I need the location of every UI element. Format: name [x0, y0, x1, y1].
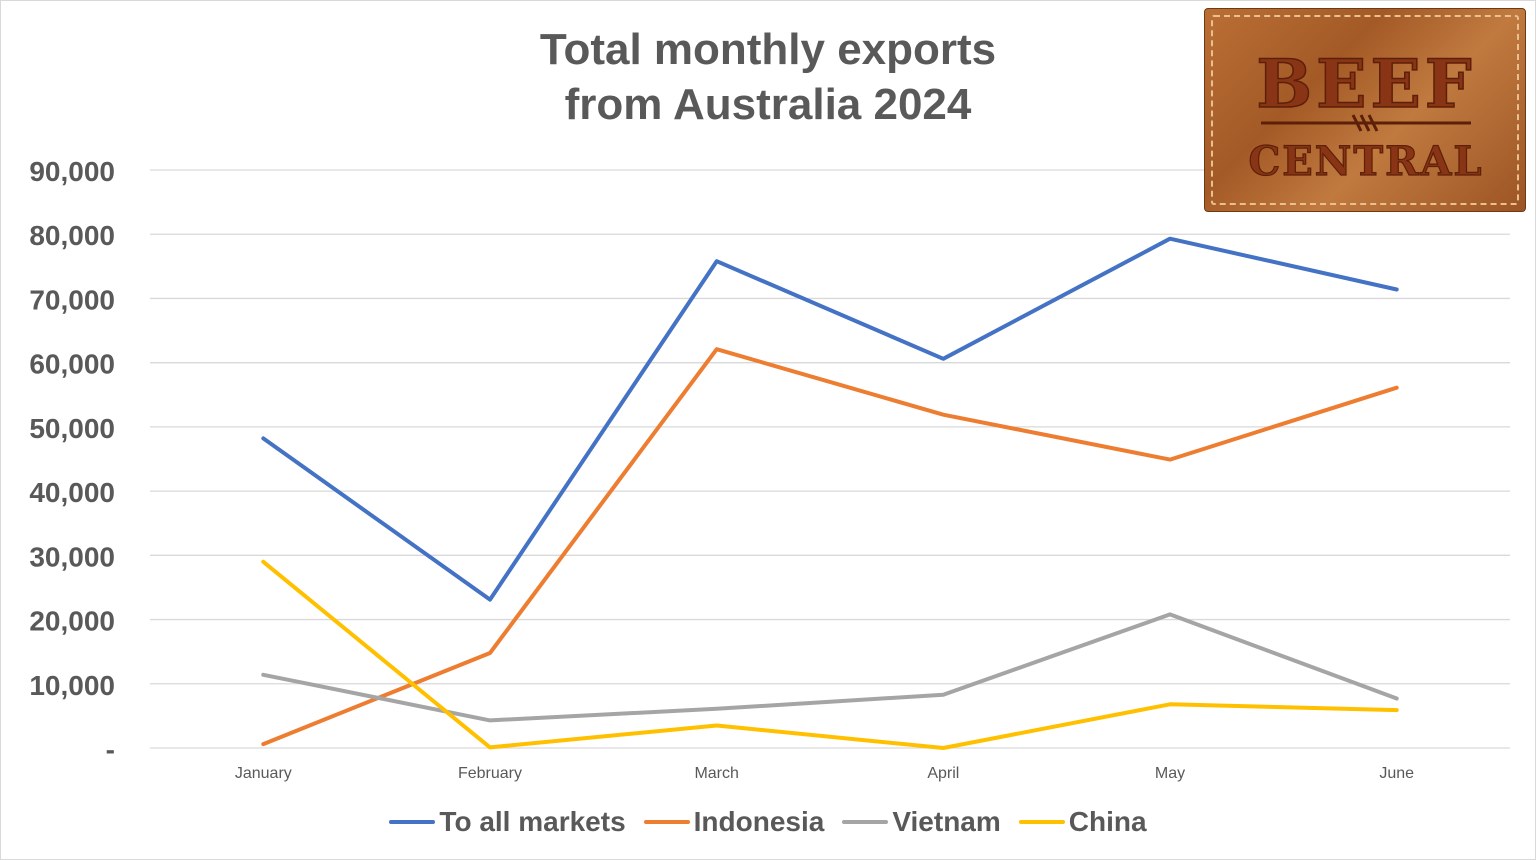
y-tick-label: 40,000: [29, 477, 115, 508]
y-tick-label: 80,000: [29, 220, 115, 251]
y-tick-label: 60,000: [29, 349, 115, 380]
chart-title-line-1: Total monthly exports: [539, 25, 997, 74]
logo-word-central: CENTRAL: [1248, 138, 1483, 185]
y-tick-label: 30,000: [29, 541, 115, 572]
y-tick-label: 90,000: [29, 156, 115, 187]
x-axis-tick-labels: January February March April May June: [235, 765, 1414, 782]
x-tick-label: February: [458, 765, 522, 782]
legend-item-to-all-markets: To all markets: [389, 806, 626, 838]
legend-label: To all markets: [439, 806, 626, 837]
series-lines: [261, 236, 1399, 750]
x-tick-label: March: [694, 765, 738, 782]
series-line-china: [261, 559, 1399, 750]
legend-item-china: China: [1018, 806, 1147, 838]
y-tick-label: 20,000: [29, 606, 115, 637]
legend-label: Indonesia: [693, 806, 825, 837]
gridlines: [150, 169, 1510, 749]
x-tick-label: June: [1379, 765, 1414, 782]
legend-swatch: [842, 820, 889, 824]
chart-title-line-2: from Australia 2024: [564, 80, 972, 129]
series-line-to-all-markets: [261, 236, 1399, 602]
chart-title: Total monthly exports from Australia 202…: [300, 22, 1236, 132]
series-line-indonesia: [261, 347, 1399, 747]
y-axis-tick-labels: - 10,000 20,000 30,000 40,000 50,000 60,000 70,…: [29, 156, 115, 765]
series-line-vietnam: [261, 612, 1399, 723]
logo-word-beef: BEEF: [1256, 45, 1475, 123]
chart-legend: To all markets Indonesia Vietnam China: [0, 800, 1536, 844]
x-tick-label: April: [927, 765, 959, 782]
legend-swatch: [1018, 820, 1065, 824]
beef-central-logo: BEEF CENTRAL: [1204, 8, 1526, 212]
legend-swatch: [389, 820, 436, 824]
legend-label: China: [1068, 806, 1147, 837]
y-tick-label: -: [106, 734, 115, 765]
logo-artwork: BEEF CENTRAL: [1248, 44, 1483, 185]
x-tick-label: January: [235, 765, 292, 782]
barbed-wire-icon: [1261, 114, 1471, 132]
y-tick-label: 10,000: [29, 670, 115, 701]
x-tick-label: May: [1155, 765, 1185, 782]
legend-label: Vietnam: [892, 806, 1001, 837]
legend-swatch: [643, 820, 690, 824]
y-tick-label: 50,000: [29, 413, 115, 444]
y-tick-label: 70,000: [29, 284, 115, 315]
legend-item-indonesia: Indonesia: [643, 806, 825, 838]
logo-stitching: [1211, 15, 1519, 205]
legend-item-vietnam: Vietnam: [842, 806, 1001, 838]
